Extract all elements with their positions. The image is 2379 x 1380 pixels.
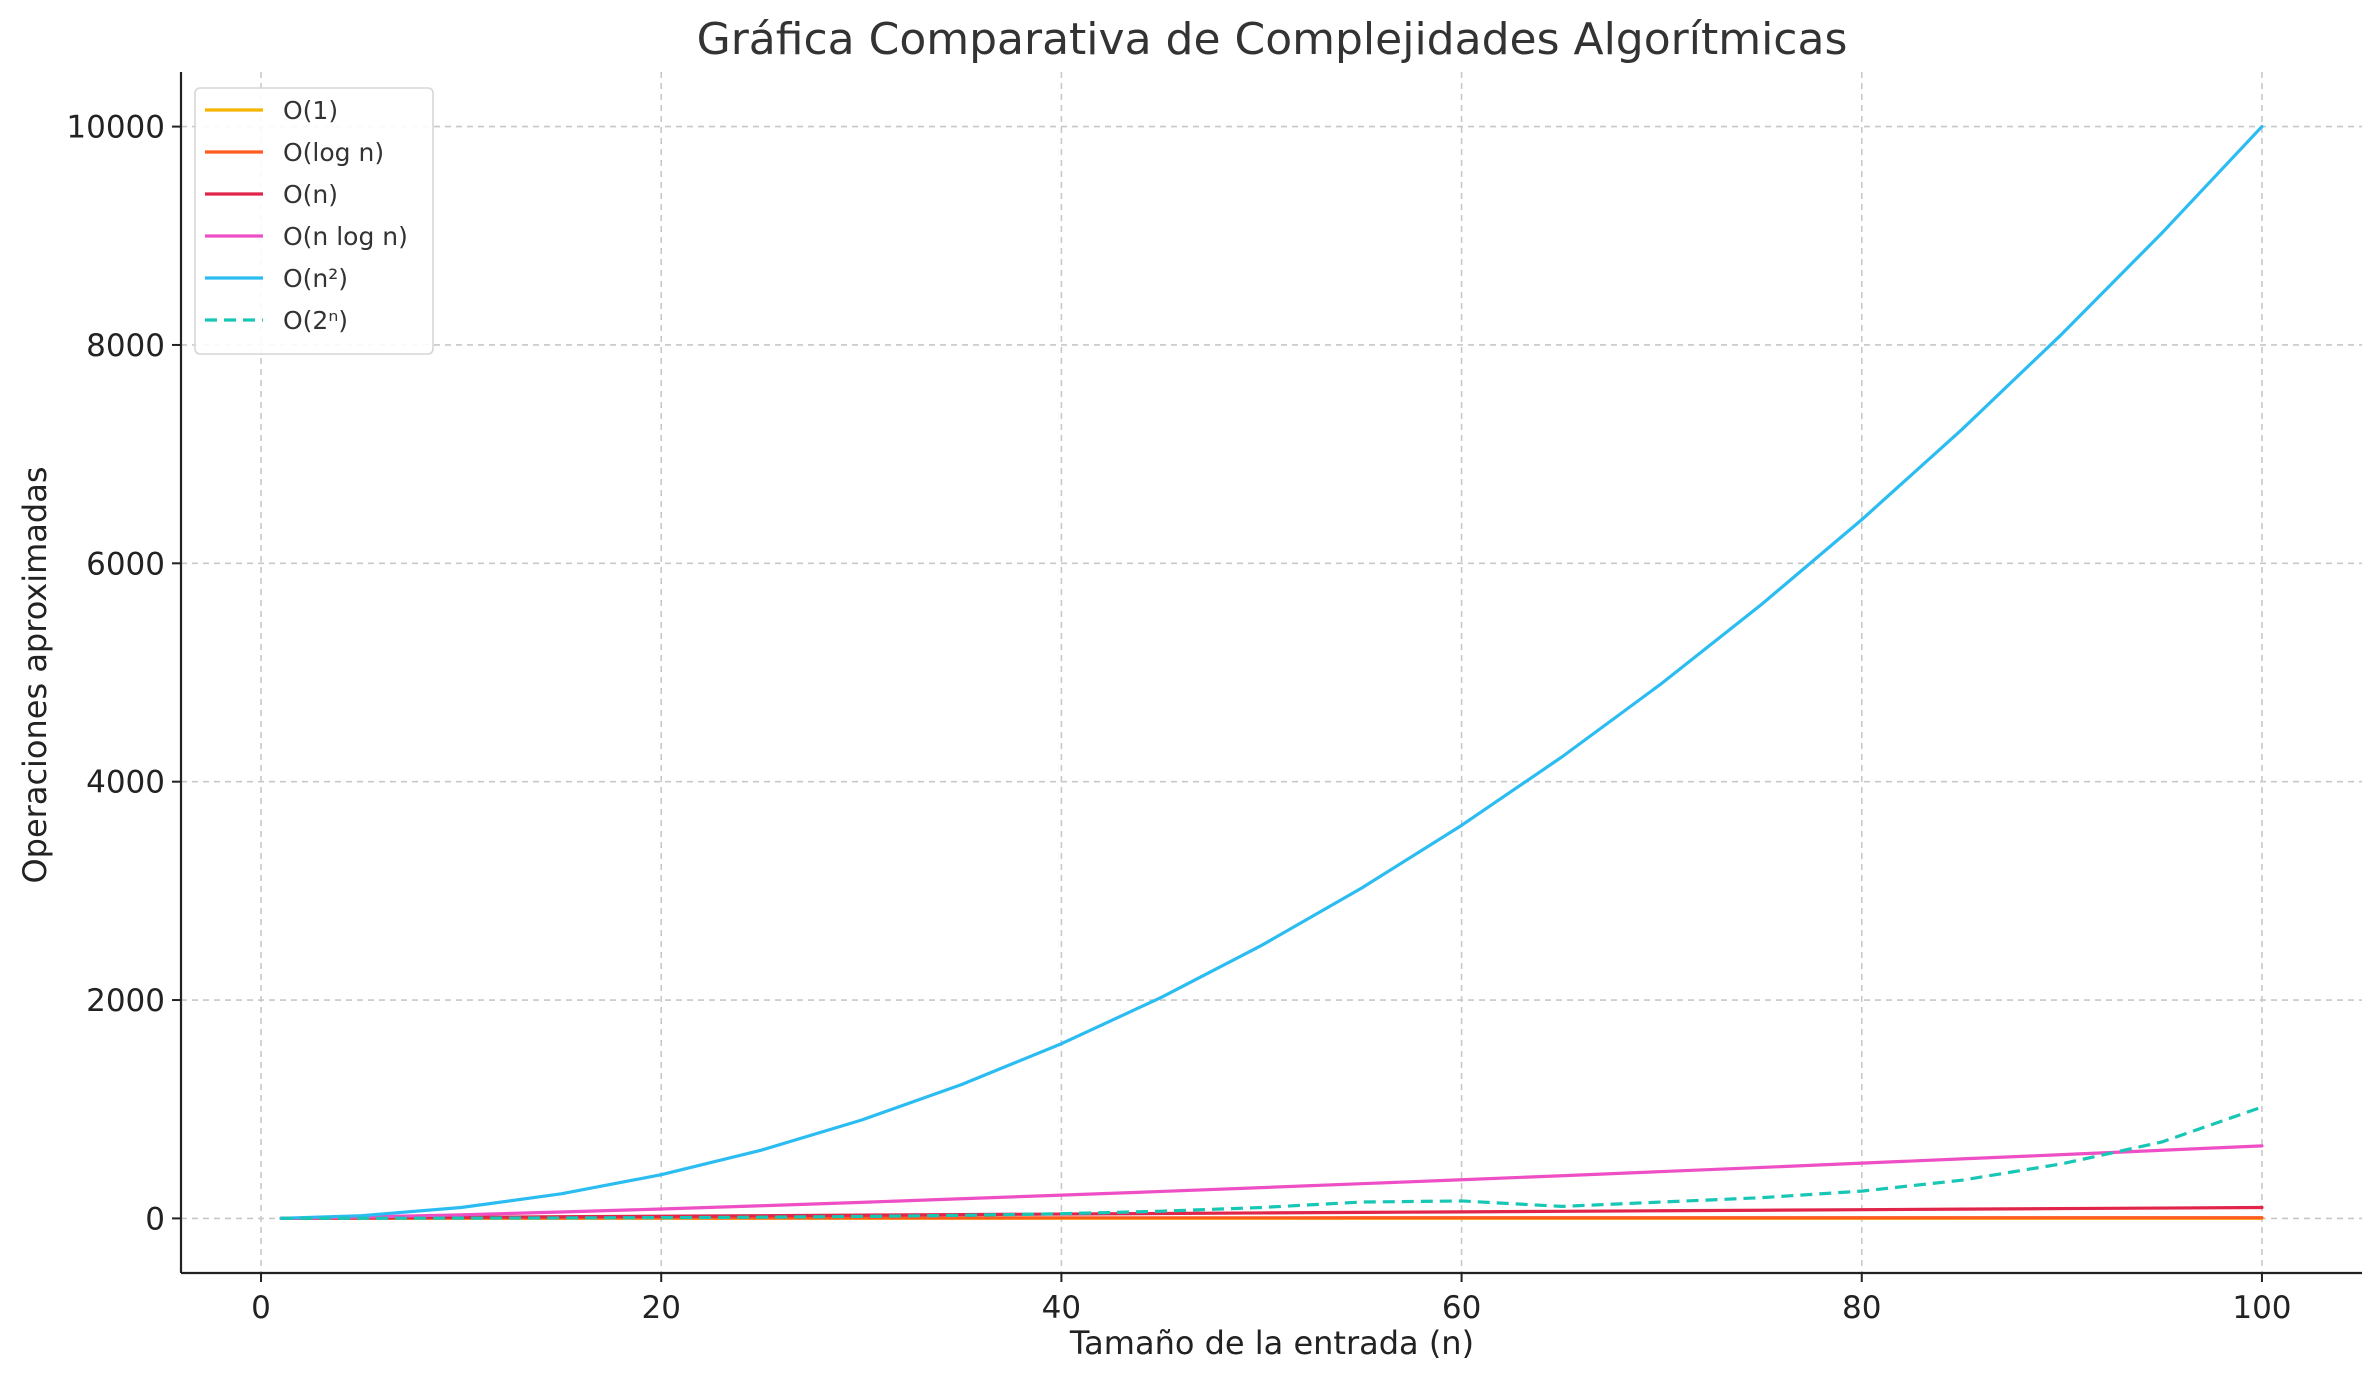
grid-layer <box>181 72 2362 1273</box>
legend-layer: O(1) O(log n) O(n) O(n log n) O(n²) O(2ⁿ) <box>194 87 434 355</box>
chart-title: Gráfica Comparativa de Complejidades Alg… <box>697 14 1848 65</box>
legend-label: O(n²) <box>283 264 348 293</box>
series-line-4 <box>279 124 2264 1220</box>
legend-box <box>194 87 434 355</box>
x-tick-label: 40 <box>1042 1290 1081 1326</box>
legend-label: O(log n) <box>283 138 384 167</box>
y-tick-label: 2000 <box>86 983 165 1019</box>
y-axis-label: Operaciones aproximadas <box>16 467 54 884</box>
x-tick-label: 20 <box>641 1290 680 1326</box>
legend-label: O(1) <box>283 96 338 125</box>
y-tick-label: 0 <box>145 1201 165 1237</box>
x-tick-label: 100 <box>2232 1290 2291 1326</box>
series-layer <box>279 124 2264 1221</box>
x-axis-label: Tamaño de la entrada (n) <box>1069 1324 1474 1362</box>
legend-label: O(n log n) <box>283 222 408 251</box>
x-tick-label: 80 <box>1842 1290 1881 1326</box>
ticks-layer: 0 20 40 60 80 100 0 2000 4000 6000 8000 10000 <box>66 110 2291 1326</box>
x-tick-label: 60 <box>1442 1290 1481 1326</box>
series-line-5 <box>281 1105 2263 1220</box>
series-line-3 <box>279 1144 2264 1221</box>
legend-label: O(2ⁿ) <box>283 306 348 335</box>
axes-layer <box>179 72 2362 1275</box>
x-tick-label: 0 <box>251 1290 271 1326</box>
y-tick-label: 4000 <box>86 765 165 801</box>
y-tick-label: 8000 <box>86 328 165 364</box>
y-tick-label: 10000 <box>66 110 165 146</box>
legend-label: O(n) <box>283 180 338 209</box>
y-tick-label: 6000 <box>86 546 165 582</box>
